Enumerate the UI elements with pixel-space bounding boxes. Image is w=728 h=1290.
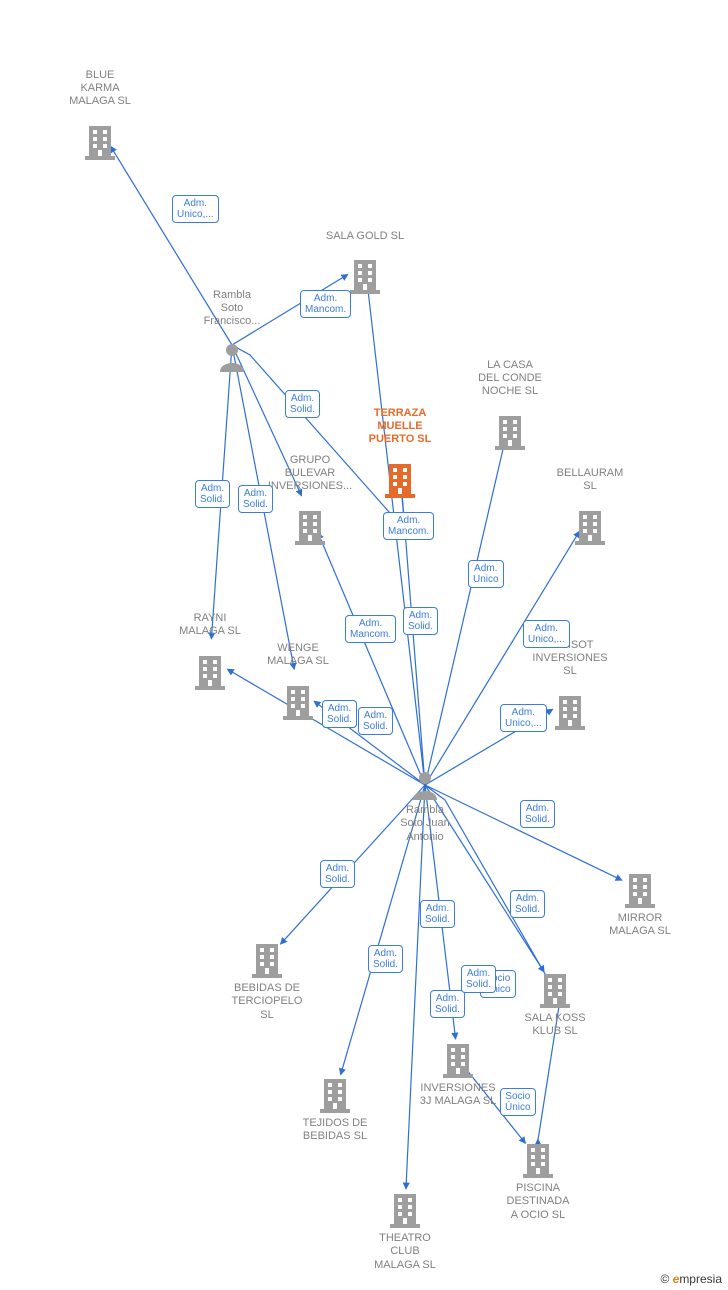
edge-label: Adm. Solid. (320, 860, 355, 888)
node-label: TEJIDOS DE BEBIDAS SL (280, 1117, 390, 1143)
edge-label: Adm. Solid. (520, 800, 555, 828)
node-sala_gold[interactable]: SALA GOLD SL (310, 230, 420, 299)
building-icon (553, 692, 587, 730)
edge-label: Adm. Solid. (430, 990, 465, 1018)
diagram-canvas: { "canvas": { "width": 728, "height": 12… (0, 0, 728, 1290)
edge-label: Adm. Solid. (403, 607, 438, 635)
node-sala_koss[interactable]: SALA KOSS KLUB SL (505, 970, 605, 1039)
edge-label: Adm. Mancom. (383, 512, 434, 540)
building-icon (281, 682, 315, 720)
building-icon (441, 1040, 475, 1078)
node-rambla_juan[interactable]: Rambla Soto Juan Antonio (375, 770, 475, 844)
node-rayni[interactable]: RAYNI MALAGA SL (160, 612, 260, 694)
edge-label: Adm. Solid. (510, 890, 545, 918)
node-label: WENGE MALAGA SL (248, 642, 348, 668)
edge-label: Adm. Mancom. (300, 290, 351, 318)
building-icon (250, 940, 284, 978)
edge-label: Adm. Unico,... (523, 620, 570, 648)
edge-label: Adm. Solid. (358, 707, 393, 735)
building-icon (293, 507, 327, 545)
person-icon (218, 342, 246, 372)
edge-label: Adm. Solid. (238, 485, 273, 513)
building-icon (348, 256, 382, 294)
node-label: Rambla Soto Francisco... (182, 289, 282, 329)
node-label: LA CASA DEL CONDE NOCHE SL (460, 359, 560, 399)
node-label: BEBIDAS DE TERCIOPELO SL (212, 982, 322, 1022)
building-icon (83, 122, 117, 160)
footer-credit: © empresia (660, 1272, 722, 1286)
building-icon (493, 412, 527, 450)
node-label: THEATRO CLUB MALAGA SL (355, 1232, 455, 1272)
node-bebidas_terciopelo[interactable]: BEBIDAS DE TERCIOPELO SL (212, 940, 322, 1022)
node-label: BLUE KARMA MALAGA SL (60, 69, 140, 109)
edge-label: Adm. Solid. (368, 945, 403, 973)
edge-label: Adm. Mancom. (345, 615, 396, 643)
node-label: SALA GOLD SL (310, 230, 420, 243)
node-piscina[interactable]: PISCINA DESTINADA A OCIO SL (488, 1140, 588, 1222)
node-rambla_francisco[interactable]: Rambla Soto Francisco... (182, 289, 282, 376)
node-label: PISCINA DESTINADA A OCIO SL (488, 1182, 588, 1222)
edge-label: Adm. Solid. (461, 965, 496, 993)
node-label: Rambla Soto Juan Antonio (375, 804, 475, 844)
building-icon (623, 870, 657, 908)
building-icon (383, 460, 417, 498)
building-icon (538, 970, 572, 1008)
edge-label: Adm. Solid. (420, 900, 455, 928)
node-theatro[interactable]: THEATRO CLUB MALAGA SL (355, 1190, 455, 1272)
node-label: TERRAZA MUELLE PUERTO SL (350, 407, 450, 447)
node-label: MIRROR MALAGA SL (590, 912, 690, 938)
edge-label: Adm. Solid. (322, 700, 357, 728)
node-blue_karma[interactable]: BLUE KARMA MALAGA SL (60, 69, 140, 164)
edge-label: Socio Único (500, 1088, 536, 1116)
edge-label: Adm. Unico,... (500, 704, 547, 732)
building-icon (573, 507, 607, 545)
node-label: SALA KOSS KLUB SL (505, 1012, 605, 1038)
edge-label: Adm. Solid. (195, 480, 230, 508)
building-icon (521, 1140, 555, 1178)
node-bellauram[interactable]: BELLAURAM SL (540, 467, 640, 549)
building-icon (318, 1075, 352, 1113)
building-icon (388, 1190, 422, 1228)
node-la_casa_conde[interactable]: LA CASA DEL CONDE NOCHE SL (460, 359, 560, 454)
person-icon (411, 770, 439, 800)
node-tejidos[interactable]: TEJIDOS DE BEBIDAS SL (280, 1075, 390, 1144)
copyright-symbol: © (660, 1272, 669, 1286)
node-label: RAYNI MALAGA SL (160, 612, 260, 638)
edge-label: Adm. Solid. (285, 390, 320, 418)
node-mirror[interactable]: MIRROR MALAGA SL (590, 870, 690, 939)
brand-logo: empresia (673, 1272, 722, 1286)
building-icon (193, 652, 227, 690)
node-label: BELLAURAM SL (540, 467, 640, 493)
edge-label: Adm. Unico,... (172, 195, 219, 223)
edge-label: Adm. Unico (468, 560, 504, 588)
